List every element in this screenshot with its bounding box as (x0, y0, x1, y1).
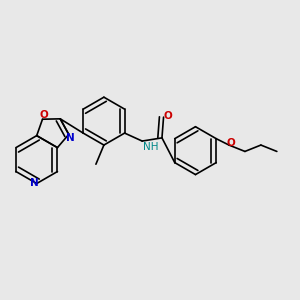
Text: NH: NH (143, 142, 159, 152)
Text: N: N (30, 178, 38, 188)
Text: O: O (163, 110, 172, 121)
Text: N: N (66, 133, 75, 142)
Text: O: O (40, 110, 49, 120)
Text: O: O (226, 139, 235, 148)
